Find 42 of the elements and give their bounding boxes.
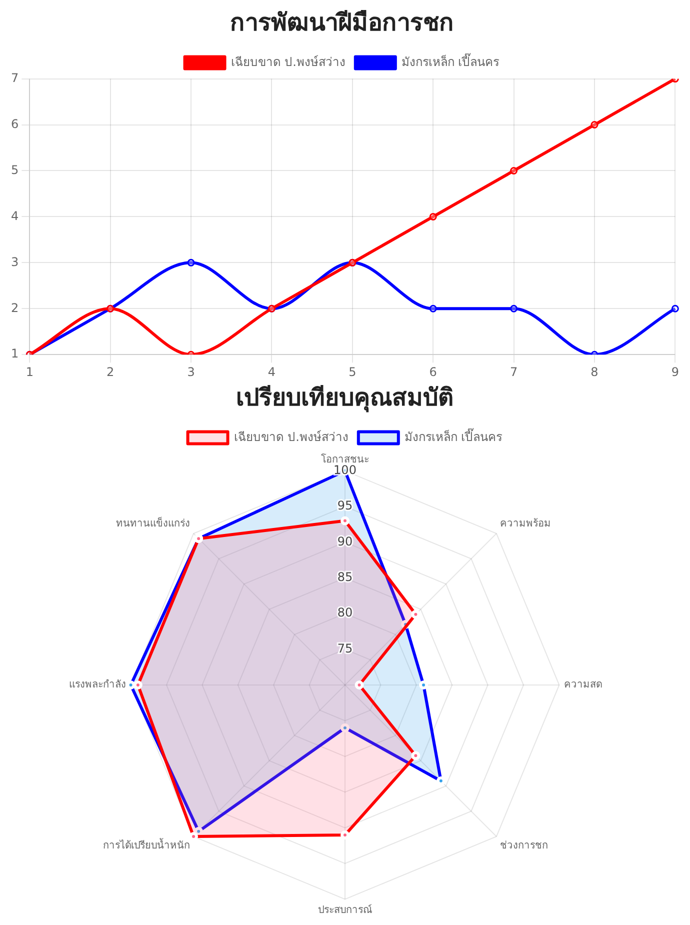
spoke-label: การได้เปรียบน้ำหนัก xyxy=(103,838,190,852)
legend-label: มังกรเหล็ก เปี๊ลนคร xyxy=(404,428,504,444)
point xyxy=(510,166,518,174)
x-tick-label: 7 xyxy=(510,364,518,379)
y-tick-label: 75 xyxy=(337,641,353,656)
spoke-label: ความสด xyxy=(564,680,602,691)
point xyxy=(187,258,195,266)
chart-title: การพัฒนาฝีมือการชก xyxy=(230,8,454,37)
y-tick-label: 3 xyxy=(10,254,19,269)
y-tick-label: 7 xyxy=(10,70,19,85)
y-tick-label: 100 xyxy=(334,462,356,477)
y-tick-label: 85 xyxy=(337,570,353,584)
x-tick-label: 3 xyxy=(187,364,195,379)
spoke-label: ทนทานแข็งแกร่ง xyxy=(116,516,190,530)
point xyxy=(429,304,437,312)
y-tick-label: 5 xyxy=(10,162,19,177)
x-tick-label: 1 xyxy=(26,364,34,379)
point xyxy=(671,304,679,312)
point xyxy=(590,121,598,129)
spoke-label: ความพร้อม xyxy=(500,518,551,530)
spoke-label: แรงพละกำลัง xyxy=(68,680,126,691)
spoke-label: ช่วงการชก xyxy=(500,840,548,852)
legend-label: มังกรเหล็ก เปี๊ลนคร xyxy=(401,52,500,69)
y-tick-label: 6 xyxy=(10,116,19,131)
y-tick-label: 90 xyxy=(337,534,353,548)
x-tick-label: 9 xyxy=(671,364,680,379)
spoke-label: ประสบการณ์ xyxy=(318,904,372,916)
legend-label: เฉียบขาด ป.พงษ์สว่าง xyxy=(234,430,348,444)
point xyxy=(510,304,518,312)
point xyxy=(429,212,437,220)
x-tick-label: 2 xyxy=(106,364,114,379)
y-tick-label: 80 xyxy=(337,606,353,620)
y-tick-label: 1 xyxy=(10,346,19,361)
y-tick-label: 4 xyxy=(10,208,19,223)
chart-title: เปรียบเทียบคุณสมบัติ xyxy=(236,384,454,414)
x-tick-label: 4 xyxy=(268,364,276,379)
y-tick-label: 95 xyxy=(337,498,353,513)
x-tick-label: 8 xyxy=(590,364,598,379)
legend-label: เฉียบขาด ป.พงษ์สว่าง xyxy=(230,54,346,69)
x-tick-label: 6 xyxy=(429,364,437,379)
spoke-label: โอกาสชนะ xyxy=(321,452,369,466)
y-tick-label: 2 xyxy=(10,300,19,315)
